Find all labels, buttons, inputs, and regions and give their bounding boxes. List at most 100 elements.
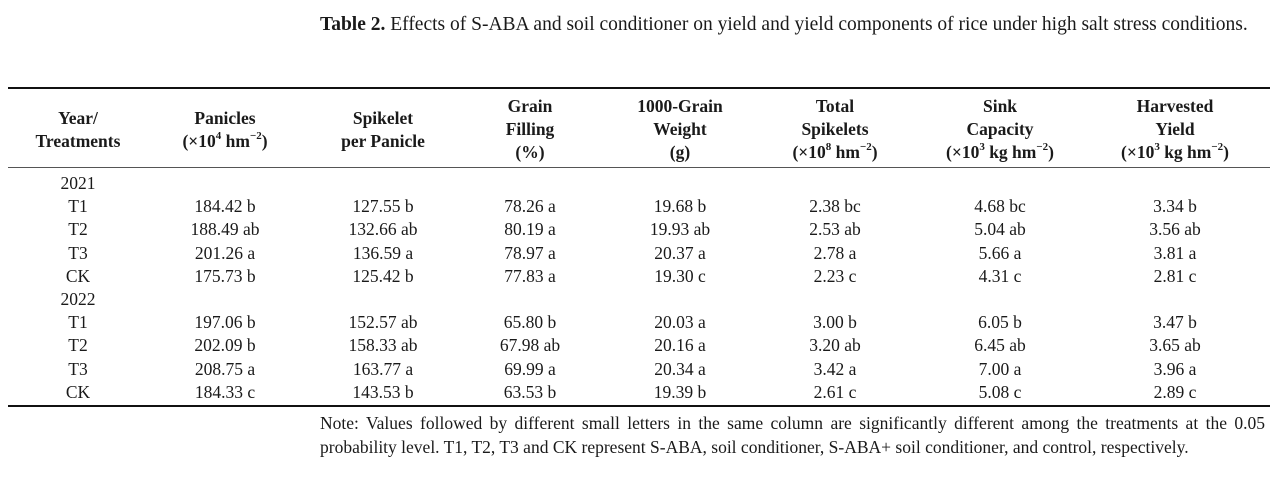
unit-text: ) — [1048, 142, 1054, 162]
column-header: Spikelet per Panicle — [318, 107, 448, 153]
unit-text: ) — [1223, 142, 1229, 162]
table-cell: 2.38 bc — [809, 196, 861, 217]
unit-text: kg hm — [984, 142, 1037, 162]
treatment-label: T3 — [68, 242, 88, 263]
table-cell: 202.09 b — [194, 335, 256, 356]
table-cell: 2.23 c — [813, 265, 857, 286]
table-cell: 127.55 b — [352, 196, 414, 217]
table-cell: 5.08 c — [978, 381, 1022, 402]
table-cell: 4.31 c — [978, 265, 1022, 286]
table-cell: 3.81 a — [1153, 242, 1197, 263]
column-header: 1000-Grain Weight (g) — [605, 95, 755, 164]
column-header: Grain Filling (%) — [465, 95, 595, 164]
header-unit: (×104 hm−2) — [160, 130, 290, 153]
treatment-label: T2 — [68, 219, 88, 240]
unit-exponent: 3 — [979, 141, 985, 154]
year-group-row: 2022 — [0, 288, 1280, 311]
year-group-row: 2021 — [0, 172, 1280, 195]
table-cell: 6.05 b — [978, 312, 1022, 333]
table-cell: 65.80 b — [503, 312, 557, 333]
unit-text: hm — [831, 142, 860, 162]
column-header: Sink Capacity (×103 kg hm−2) — [920, 95, 1080, 164]
table-header-rule — [8, 167, 1270, 168]
table-cell: 77.83 a — [504, 265, 556, 286]
table-cell: 63.53 b — [503, 381, 557, 402]
year-label: 2022 — [60, 289, 96, 309]
unit-text: (%) — [515, 142, 545, 162]
table-cell: 2.81 c — [1153, 265, 1197, 286]
treatment-label: T3 — [68, 358, 88, 379]
table-top-rule — [8, 87, 1270, 89]
header-line: 1000-Grain — [637, 96, 723, 116]
table-cell: 2.61 c — [813, 381, 857, 402]
table-row: T1 184.42 b 127.55 b 78.26 a 19.68 b 2.38 bc 4… — [0, 195, 1280, 218]
header-line: Treatments — [35, 130, 121, 151]
header-line: Year/ — [58, 107, 98, 128]
table-cell: 188.49 ab — [190, 219, 260, 240]
unit-exponent: −2 — [249, 129, 262, 142]
column-header: Harvested Yield (×103 kg hm−2) — [1095, 95, 1255, 164]
header-line: Panicles — [194, 107, 256, 128]
unit-text: (g) — [669, 142, 691, 162]
unit-text: (×10 — [182, 130, 216, 151]
header-unit: (%) — [465, 141, 595, 164]
header-line: Total — [815, 96, 855, 116]
unit-text: kg hm — [1159, 142, 1212, 162]
header-line: Capacity — [966, 119, 1034, 139]
table-cell: 184.33 c — [194, 381, 256, 402]
unit-text: hm — [221, 130, 250, 151]
table-cell: 3.65 ab — [1149, 335, 1201, 356]
header-unit: (×108 hm−2) — [765, 141, 905, 164]
table-cell: 201.26 a — [194, 242, 256, 263]
table-cell: 208.75 a — [194, 358, 256, 379]
column-header: Year/Treatments — [28, 107, 128, 153]
column-header: Panicles (×104 hm−2) — [160, 107, 290, 153]
table-cell: 3.42 a — [813, 358, 857, 379]
header-line: Spikelets — [801, 119, 869, 139]
table-cell: 7.00 a — [978, 358, 1022, 379]
unit-text: ) — [871, 142, 878, 162]
table-cell: 2.53 ab — [809, 219, 861, 240]
table-cell: 69.99 a — [504, 358, 556, 379]
table-cell: 143.53 b — [352, 381, 414, 402]
table-cell: 163.77 a — [352, 358, 414, 379]
unit-text: (×10 — [792, 142, 826, 162]
table-cell: 19.93 ab — [649, 219, 711, 240]
table-cell: 6.45 ab — [974, 335, 1026, 356]
table-cell: 20.34 a — [654, 358, 706, 379]
table-row: T1 197.06 b 152.57 ab 65.80 b 20.03 a 3.00 b 6… — [0, 311, 1280, 334]
table-cell: 2.89 c — [1153, 381, 1197, 402]
header-unit: (×103 kg hm−2) — [920, 141, 1080, 164]
table-cell: 158.33 ab — [348, 335, 418, 356]
treatment-label: T2 — [68, 335, 88, 356]
unit-text: (×10 — [1121, 142, 1155, 162]
table-row: T3 208.75 a 163.77 a 69.99 a 20.34 a 3.42 a 7.… — [0, 358, 1280, 381]
header-line: Harvested — [1136, 96, 1214, 116]
table-cell: 132.66 ab — [348, 219, 418, 240]
table-cell: 67.98 ab — [499, 335, 561, 356]
year-label: 2021 — [60, 173, 96, 193]
header-line: Filling — [505, 119, 555, 139]
unit-exponent: 4 — [215, 129, 222, 142]
table-cell: 184.42 b — [194, 196, 256, 217]
table-cell: 3.47 b — [1153, 312, 1197, 333]
unit-exponent: 8 — [825, 141, 832, 154]
header-unit: (×103 kg hm−2) — [1095, 141, 1255, 164]
header-line: Yield — [1155, 119, 1195, 139]
table-note: Note: Values followed by different small… — [320, 413, 1265, 457]
table-cell: 4.68 bc — [974, 196, 1026, 217]
table-bottom-rule — [8, 405, 1270, 407]
table-row: T2 188.49 ab 132.66 ab 80.19 a 19.93 ab 2.53 … — [0, 218, 1280, 241]
table-cell: 3.20 ab — [809, 335, 861, 356]
table-cell: 3.34 b — [1153, 196, 1197, 217]
table-row: T2 202.09 b 158.33 ab 67.98 ab 20.16 a 3.20 a… — [0, 334, 1280, 357]
table-cell: 19.30 c — [654, 265, 706, 286]
caption-text: Effects of S-ABA and soil conditioner on… — [385, 14, 1248, 35]
table-label: Table 2. — [320, 14, 386, 35]
table-cell: 20.37 a — [654, 242, 706, 263]
table-cell: 3.56 ab — [1149, 219, 1201, 240]
unit-text: (×10 — [946, 142, 980, 162]
header-line: Weight — [653, 119, 707, 139]
unit-text: ) — [261, 130, 268, 151]
table-cell: 19.68 b — [653, 196, 707, 217]
